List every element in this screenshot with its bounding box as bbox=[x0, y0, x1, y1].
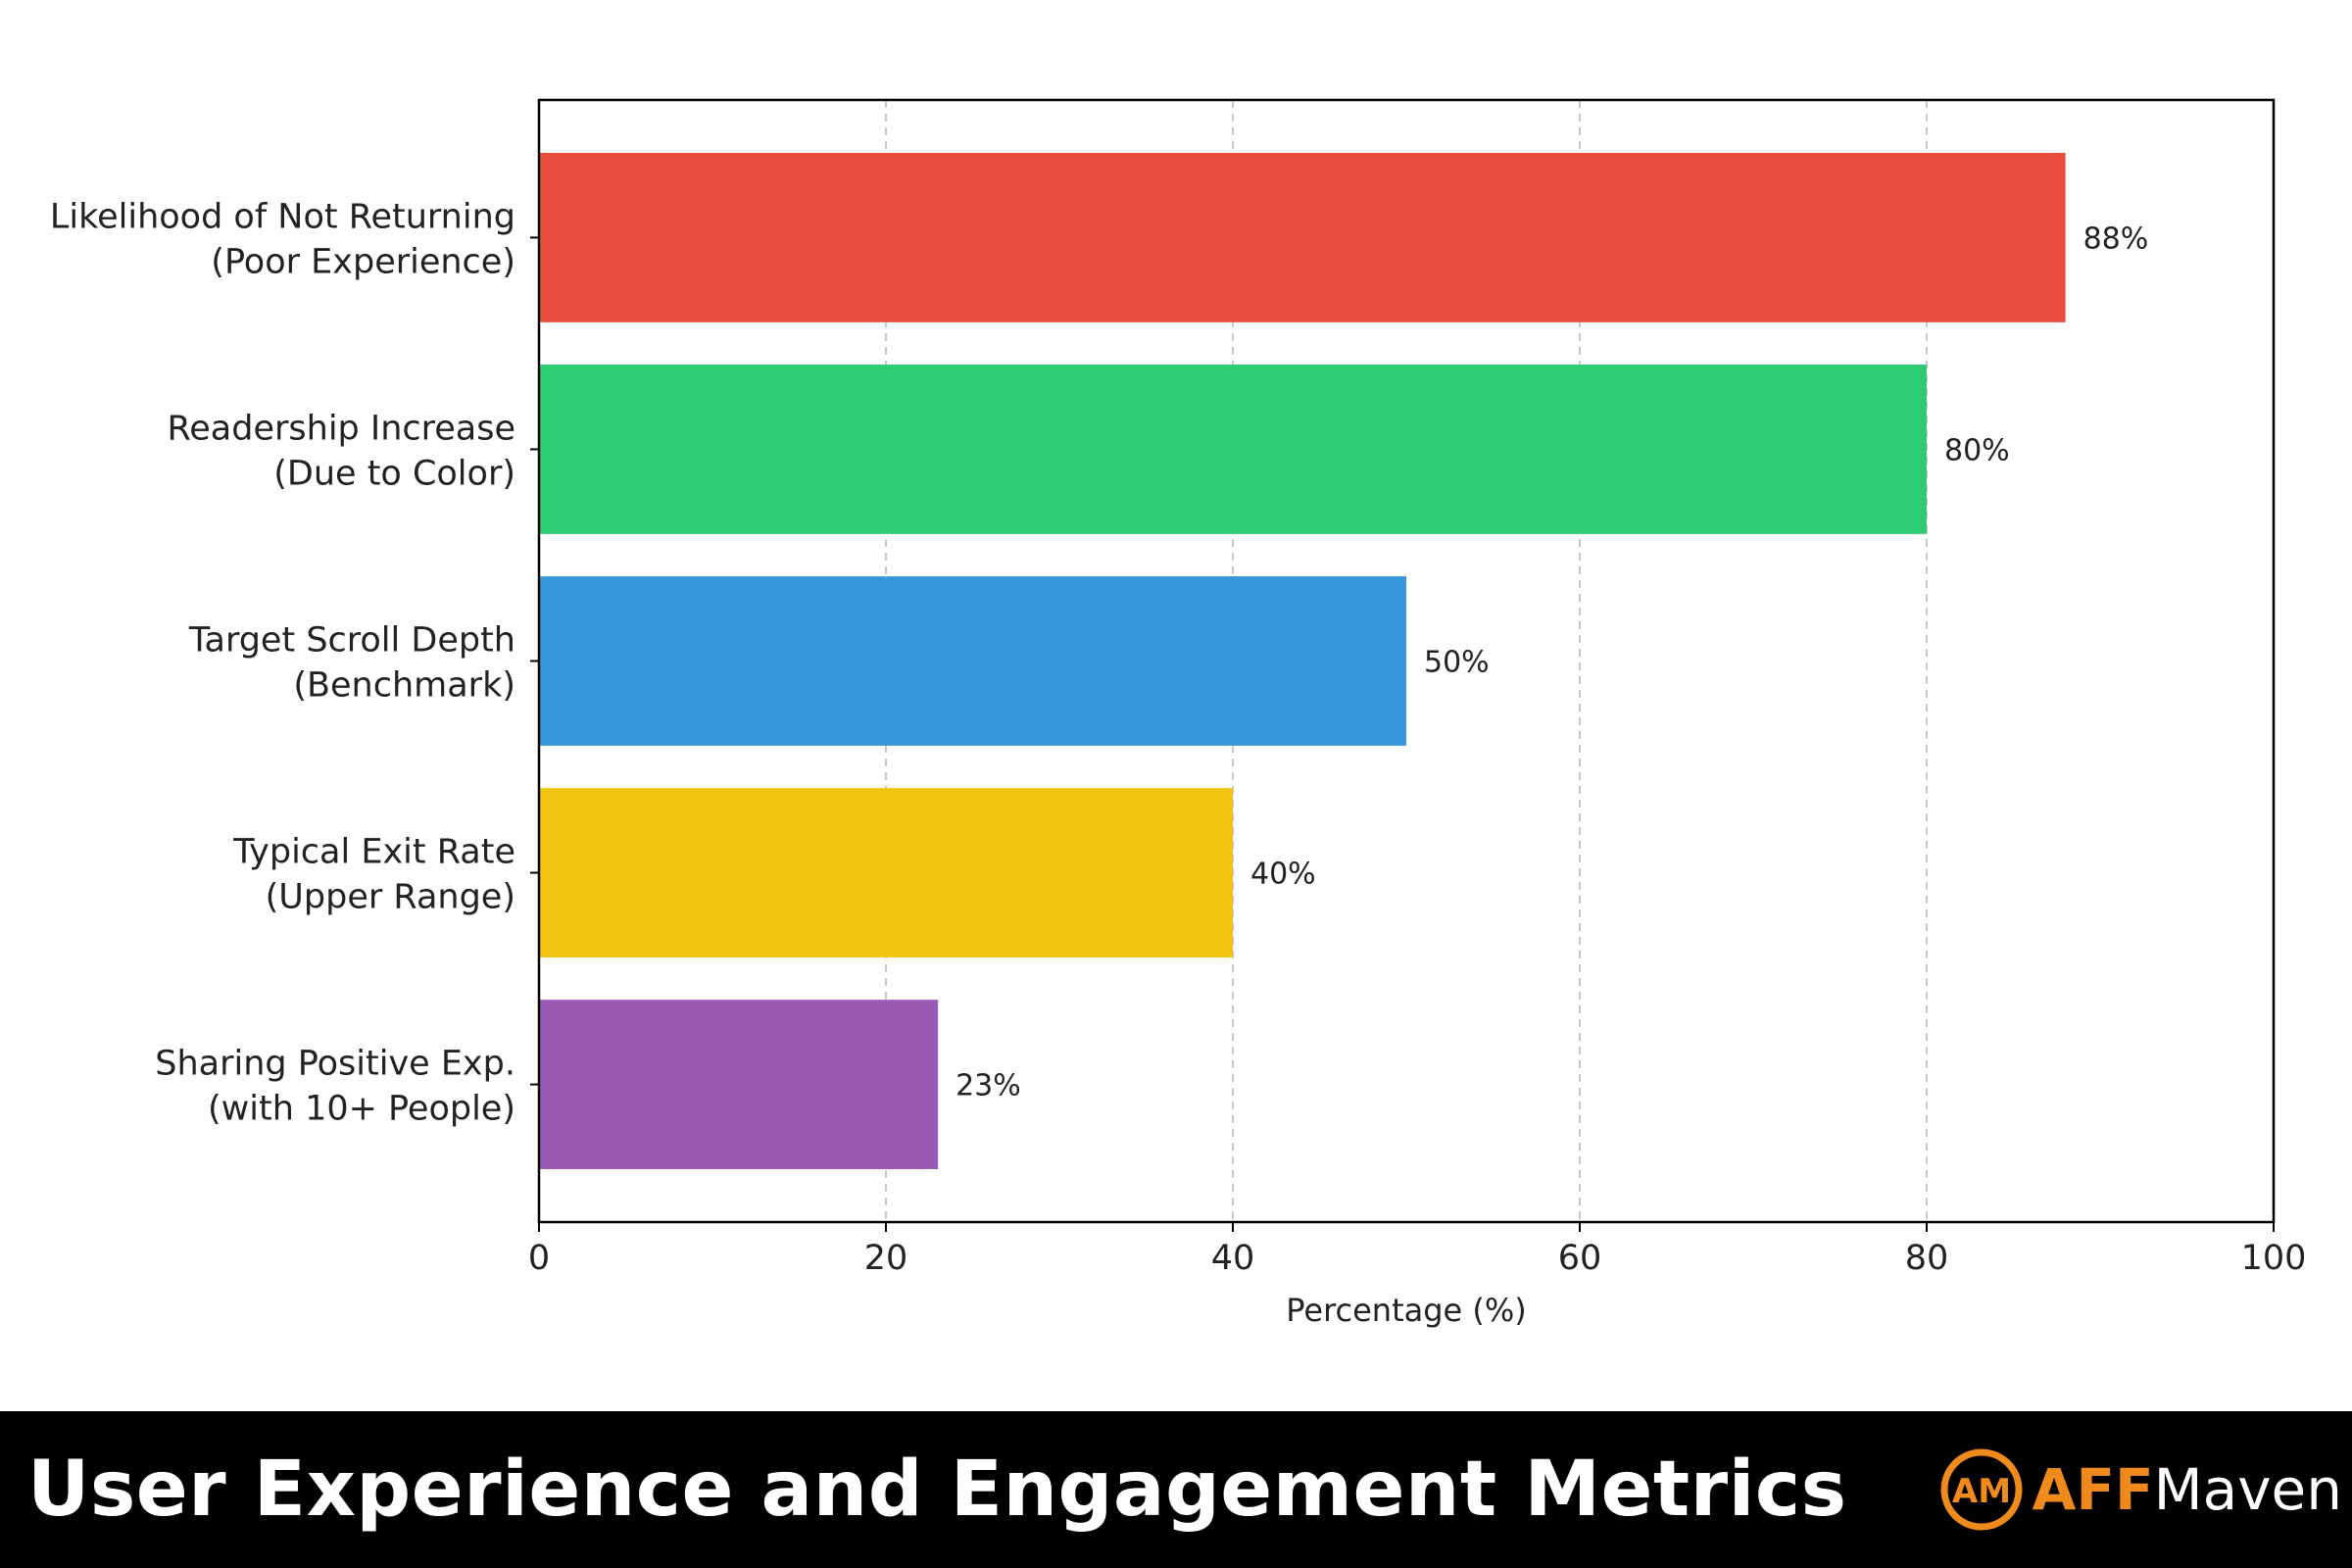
y-tick-label: Typical Exit Rate (Upper Range) bbox=[232, 833, 515, 917]
value-labels: 88% 80% 50% 40% 23% bbox=[956, 221, 2148, 1102]
bars bbox=[539, 153, 2066, 1169]
bar-value-label: 80% bbox=[1944, 433, 2010, 467]
x-tick-label: 0 bbox=[528, 1239, 550, 1278]
bar bbox=[539, 365, 1927, 534]
bar-value-label: 40% bbox=[1250, 858, 1316, 892]
x-tick-label: 100 bbox=[2241, 1239, 2307, 1278]
brand-mark-icon: AM bbox=[1940, 1448, 2022, 1531]
x-axis-ticks: 0 20 40 60 80 100 bbox=[528, 1222, 2307, 1278]
y-tick-label: Sharing Positive Exp. (with 10+ People) bbox=[155, 1045, 515, 1129]
y-tick-label: Readership Increase (Due to Color) bbox=[168, 409, 515, 493]
x-tick-label: 80 bbox=[1905, 1239, 1949, 1278]
x-tick-label: 60 bbox=[1558, 1239, 1602, 1278]
svg-text:AM: AM bbox=[1951, 1472, 2010, 1511]
footer-title: User Experience and Engagement Metrics bbox=[27, 1446, 1847, 1534]
y-axis-labels: Likelihood of Not Returning (Poor Experie… bbox=[50, 197, 515, 1128]
x-tick-label: 40 bbox=[1211, 1239, 1255, 1278]
x-axis-title: Percentage (%) bbox=[1286, 1292, 1527, 1329]
bar bbox=[539, 153, 2066, 322]
y-axis-ticks bbox=[530, 236, 539, 1086]
brand-name-aff: AFF bbox=[2032, 1456, 2154, 1523]
bar bbox=[539, 576, 1406, 746]
bar bbox=[539, 788, 1233, 957]
x-tick-label: 20 bbox=[864, 1239, 908, 1278]
bar bbox=[539, 1000, 939, 1169]
bar-chart: 88% 80% 50% 40% 23% Likelihood of Not Return… bbox=[50, 98, 2307, 1329]
y-tick-label: Target Scroll Depth (Benchmark) bbox=[188, 621, 515, 706]
brand-name-maven: Maven bbox=[2153, 1456, 2342, 1523]
bar-value-label: 88% bbox=[2083, 221, 2149, 256]
brand-logo: AM AFFMaven bbox=[1938, 1446, 2343, 1533]
footer-banner: User Experience and Engagement Metrics A… bbox=[0, 1411, 2352, 1568]
bar-value-label: 23% bbox=[956, 1069, 1021, 1103]
bar-value-label: 50% bbox=[1424, 646, 1490, 680]
brand-name: AFFMaven bbox=[2033, 1456, 2343, 1523]
y-tick-label: Likelihood of Not Returning (Poor Experie… bbox=[50, 197, 515, 281]
